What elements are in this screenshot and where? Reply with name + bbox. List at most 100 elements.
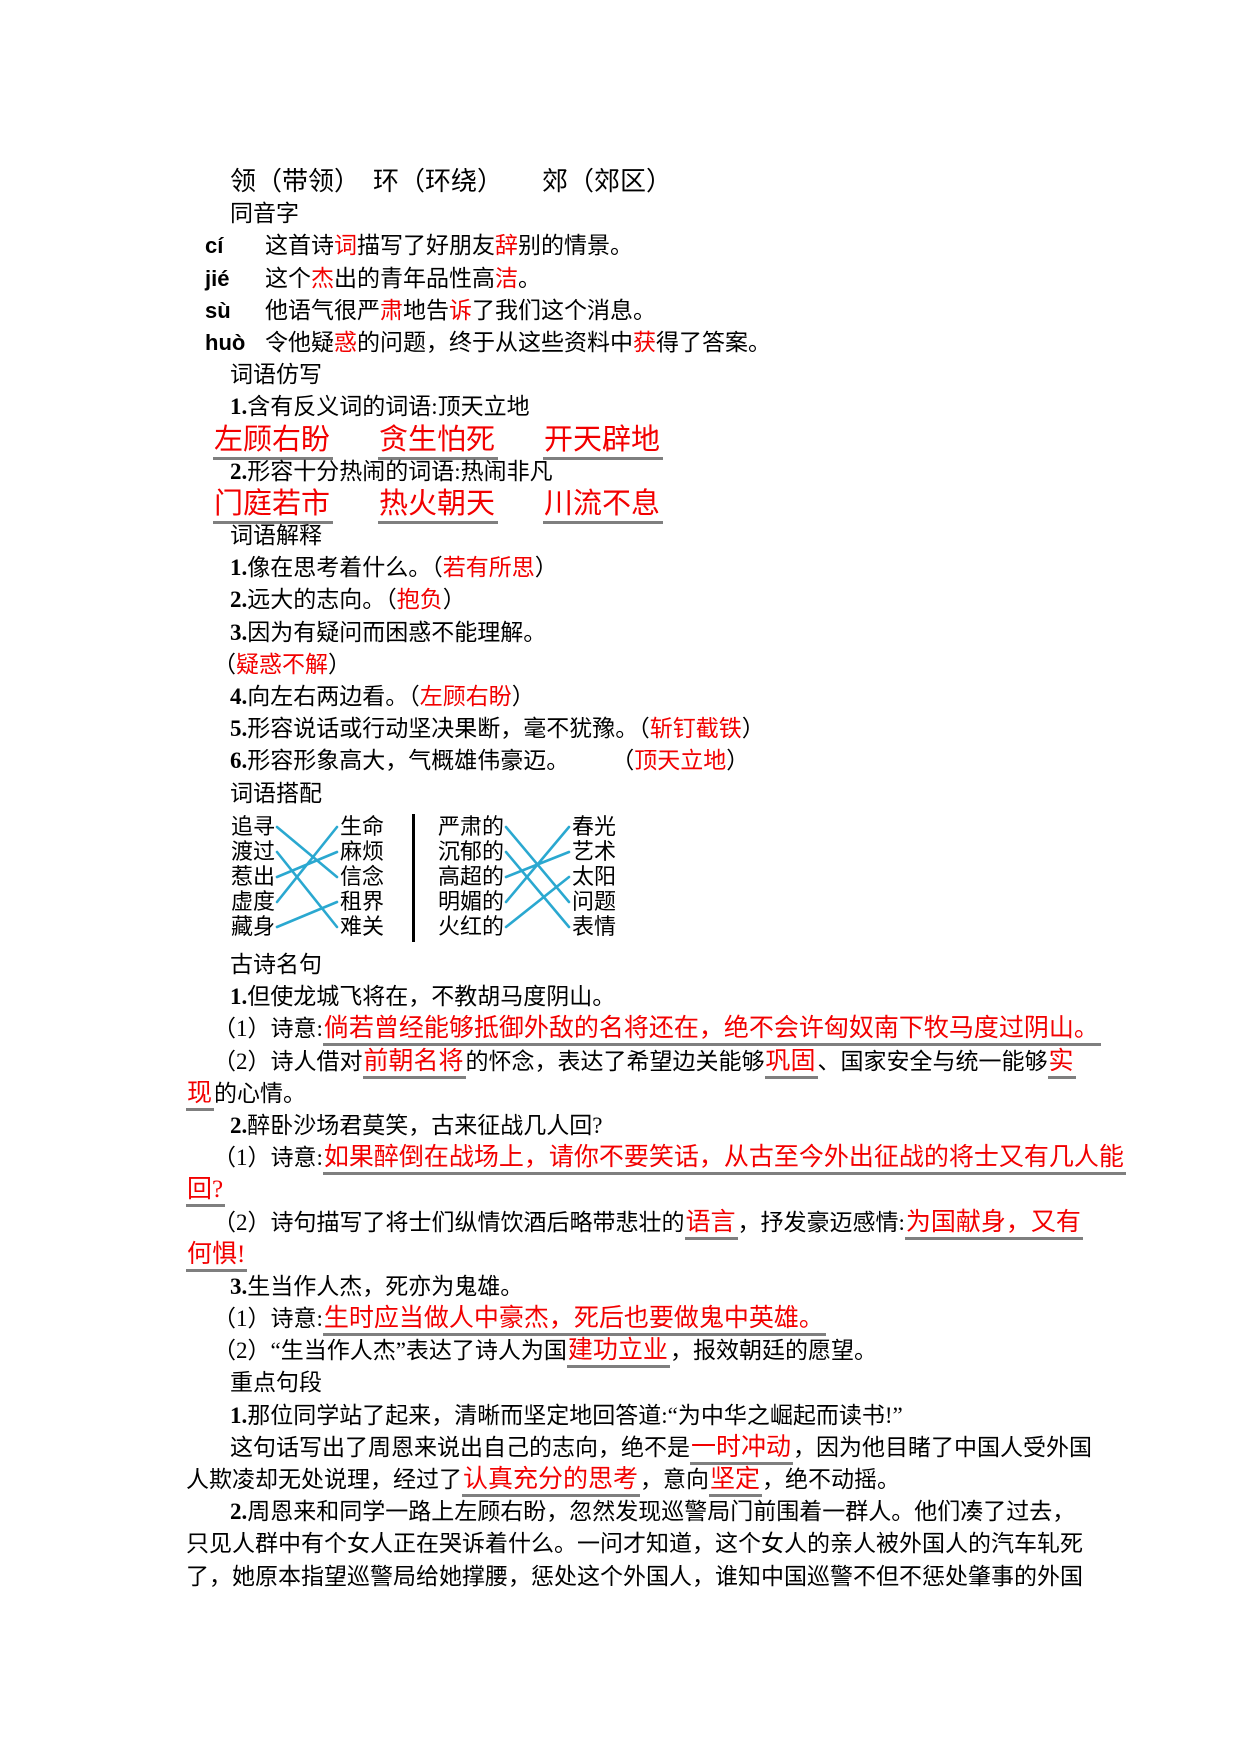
bottom-line-15: 1.那位同学站了起来，清晰而坚定地回答道:“为中华之崛起而读书!”: [186, 1400, 1126, 1432]
text-segment: ）: [741, 716, 765, 742]
match-word-left-b-1: 生命: [340, 814, 385, 839]
bottom-text-block: 古诗名句 1.但使龙城飞将在，不教胡马度阴山。 （1）诗意:倘若曾经能够抵御外敌的名…: [186, 949, 1126, 1593]
top-line-13: 1.像在思考着什么。（若有所思）: [186, 552, 1126, 584]
answer-text-red: 肃: [380, 297, 403, 323]
text-segment: 但使龙城飞将在，不教胡马度阴山。: [247, 984, 616, 1010]
match-word-left-a-5: 藏身: [231, 914, 276, 939]
match-word-left-b-2: 麻烦: [340, 839, 385, 864]
text-segment: ，因为他目睹了中国人受外国: [793, 1434, 1093, 1460]
answer-text-underlined: 巩固: [764, 1047, 818, 1079]
text-segment: 的怀念，表达了希望边关能够: [465, 1048, 765, 1074]
text-segment: 1.: [230, 984, 248, 1010]
text-segment: 词语搭配: [230, 780, 322, 806]
bottom-line-13: （2）“生当作人杰”表达了诗人为国建功立业，报效朝廷的愿望。: [186, 1335, 1126, 1369]
text-segment: 了，她原本指望巡警局给她撑腰，惩处这个外国人，谁知中国巡警不但不惩处肇事的外国: [186, 1563, 1083, 1589]
text-segment: 2.: [230, 1499, 248, 1525]
pinyin-label: jié: [205, 265, 230, 291]
answer-text-red: 左顾右盼: [419, 684, 512, 709]
text-segment: 重点句段: [230, 1370, 322, 1396]
answer-text-underlined: 认真充分的思考: [462, 1466, 641, 1497]
text-segment: 2.: [230, 1112, 248, 1138]
bottom-line-2: 1.但使龙城飞将在，不教胡马度阴山。: [186, 981, 1126, 1013]
match-connector-lines: [275, 825, 571, 929]
text-segment: 。: [518, 265, 541, 291]
bottom-line-6: 2.醉卧沙场君莫笑，古来征战几人回?: [186, 1110, 1126, 1142]
answer-text-underlined: 回?: [186, 1176, 226, 1208]
text-segment: 周恩来和同学一路上左顾右盼，忽然发现巡警局门前围着一群人。他们凑了过去，: [247, 1499, 1076, 1525]
answer-text-underlined: 倘若曾经能够抵御外敌的名将还在，绝不会许匈奴南下牧马度过阴山。: [322, 1015, 1101, 1047]
text-segment: 1.: [230, 1402, 248, 1428]
text-segment: 那位同学站了起来，清晰而坚定地回答道:“为中华之崛起而读书!”: [247, 1402, 903, 1428]
match-word-right-a-1: 严肃的: [438, 814, 505, 839]
match-word-right-b-5: 表情: [572, 914, 617, 939]
match-connector-line: [275, 850, 339, 929]
text-segment: 古诗名句: [230, 952, 322, 977]
answer-text-underlined: 开天辟地: [543, 423, 664, 460]
bottom-line-10: 何惧!: [186, 1239, 1126, 1272]
text-segment: 描写了好朋友: [357, 233, 495, 259]
top-line-7: 词语仿写: [186, 359, 1126, 391]
text-segment: 别的情景。: [518, 233, 633, 259]
text-segment: 2.: [230, 587, 248, 613]
bottom-line-3: （1）诗意:倘若曾经能够抵御外敌的名将还在，绝不会许匈奴南下牧马度过阴山。: [186, 1013, 1126, 1047]
answer-text-underlined: 如果醉倒在战场上，请你不要笑话，从古至今外出征战的将士又有几人能: [322, 1144, 1126, 1176]
bottom-line-8: 回?: [186, 1174, 1126, 1208]
match-word-left-b-3: 信念: [340, 864, 385, 889]
bottom-line-9: （2）诗句描写了将士们纵情饮酒后略带悲壮的语言，抒发豪迈感情:为国献身，又有: [186, 1207, 1126, 1240]
answer-text-underlined: 现: [186, 1079, 215, 1111]
top-line-4: jié 这个杰出的青年品性高洁。: [186, 263, 1126, 295]
answer-text-underlined: 生时应当做人中豪杰，死后也要做鬼中英雄。: [322, 1305, 826, 1337]
answer-text-red: 若有所思: [442, 555, 535, 581]
match-connector-line: [275, 825, 339, 904]
answer-text-underlined: 坚定: [709, 1466, 763, 1497]
top-line-8: 1.含有反义词的词语:顶天立地: [186, 391, 1126, 423]
answer-text-red: 杰: [311, 265, 334, 291]
text-segment: ）: [534, 555, 558, 581]
match-word-right-a-4: 明媚的: [438, 889, 505, 914]
top-line-10: 2.形容十分热闹的词语:热闹非凡: [186, 456, 1126, 488]
top-line-3: cí 这首诗词描写了好朋友辞别的情景。: [186, 230, 1126, 262]
text-segment: 出的青年品性高: [334, 265, 495, 291]
answer-text-underlined: 左顾右盼: [213, 423, 334, 460]
answer-text-underlined: 建功立业: [566, 1337, 670, 1369]
match-connector-line: [275, 900, 339, 929]
top-line-17: 4.向左右两边看。（左顾右盼）: [186, 681, 1126, 713]
bottom-line-14: 重点句段: [186, 1367, 1126, 1399]
match-word-left-b-4: 租界: [340, 889, 385, 914]
match-word-right-b-4: 问题: [572, 889, 617, 914]
answer-text-red: 辞: [495, 233, 518, 259]
answer-text-underlined: 门庭若市: [213, 487, 334, 524]
bottom-line-4: （2）诗人借对前朝名将的怀念，表达了希望边关能够巩固、国家安全与统一能够实: [186, 1046, 1126, 1079]
text-segment: 生当作人杰，死亦为鬼雄。: [247, 1273, 524, 1299]
text-segment: 3.: [230, 619, 248, 645]
answer-text-underlined: 前朝名将: [362, 1047, 466, 1079]
text-segment: （1）诗意:: [213, 1306, 323, 1332]
text-segment: ，报效朝廷的愿望。: [669, 1338, 877, 1364]
top-line-5: sù 他语气很严肃地告诉了我们这个消息。: [186, 295, 1126, 327]
text-segment: （: [611, 748, 635, 774]
answer-text-red: 斩钉截铁: [649, 716, 742, 742]
match-connector-line: [504, 825, 571, 904]
text-segment: 5.: [230, 716, 248, 742]
match-connector-line: [504, 850, 571, 929]
answer-text-underlined: 热火朝天: [378, 487, 499, 524]
top-line-18: 5.形容说话或行动坚决果断，毫不犹豫。（斩钉截铁）: [186, 713, 1126, 745]
text-segment: 的问题，终于从这些资料中: [357, 329, 633, 355]
text-segment: 形容形象高大，气概雄伟豪迈。: [247, 748, 570, 774]
text-segment: 只见人群中有个女人正在哭诉着什么。一问才知道，这个女人的亲人被外国人的汽车轧死: [186, 1531, 1083, 1557]
top-text-block: 领（带领） 环（环绕） 郊（郊区） 同音字 cí 这首诗词描写了好朋友辞别的情景。 ji…: [186, 166, 1126, 810]
answer-text-underlined: 为国献身，又有: [904, 1208, 1083, 1240]
text-segment: ，抒发豪迈感情:: [737, 1209, 905, 1235]
bottom-line-19: 只见人群中有个女人正在哭诉着什么。一问才知道，这个女人的亲人被外国人的汽车轧死: [186, 1528, 1126, 1560]
answer-text-underlined: 川流不息: [543, 487, 664, 524]
pinyin-label: huò: [205, 329, 246, 355]
match-word-left-b-5: 难关: [340, 914, 385, 939]
text-segment: ）: [726, 748, 750, 774]
match-word-right-b-1: 春光: [572, 814, 617, 839]
match-word-right-a-3: 高超的: [438, 864, 505, 889]
top-line-19: 6.形容形象高大，气概雄伟豪迈。 （顶天立地）: [186, 745, 1126, 777]
top-line-20: 词语搭配: [186, 778, 1126, 810]
match-connector-line: [275, 825, 339, 879]
match-word-right-a-5: 火红的: [438, 914, 505, 939]
top-line-2: 同音字: [186, 198, 1126, 230]
